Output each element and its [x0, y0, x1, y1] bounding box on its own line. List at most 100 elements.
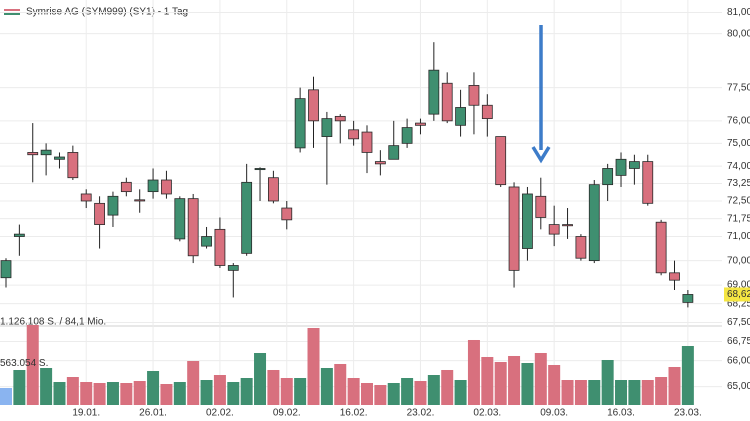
x-tick-label: 16.03.: [607, 408, 635, 419]
volume-bar: [227, 381, 240, 405]
candle-body: [241, 181, 253, 254]
candle-body: [361, 131, 373, 153]
candle-body: [13, 233, 25, 237]
y-tick-label: 69,00: [727, 280, 750, 291]
candle-body: [535, 195, 547, 218]
candle-body: [374, 161, 386, 165]
volume-bar: [360, 382, 373, 405]
volume-bar: [401, 377, 414, 405]
candle-body: [321, 118, 333, 137]
candle-body: [80, 193, 92, 202]
volume-bar: [106, 381, 119, 405]
x-tick-label: 09.03.: [540, 408, 568, 419]
volume-bar: [200, 379, 213, 405]
volume-bar: [334, 363, 347, 405]
candle-body: [201, 236, 212, 247]
y-tick-label: 77,50: [727, 82, 750, 93]
volume-bar: [40, 367, 53, 405]
volume-bar: [173, 381, 186, 405]
candle-body: [348, 129, 360, 140]
candle-body: [388, 145, 400, 160]
arrow-annotation: [531, 25, 551, 164]
candle-body: [120, 181, 132, 193]
y-tick-label: 81,00: [727, 7, 750, 18]
volume-bar: [187, 360, 200, 405]
candle-body: [441, 82, 453, 122]
volume-bar: [254, 352, 267, 405]
volume-bar: [160, 383, 173, 405]
x-tick-label: 09.02.: [273, 408, 301, 419]
y-tick-label: 67,50: [727, 317, 750, 328]
volume-bar: [0, 387, 12, 405]
volume-bar: [307, 327, 320, 405]
candle-body: [214, 228, 226, 266]
candle-body: [628, 161, 640, 169]
volume-bar: [441, 369, 454, 405]
candle-body: [401, 127, 413, 144]
candle-body: [575, 236, 587, 259]
volume-bar: [481, 356, 494, 405]
candle-body: [94, 202, 105, 225]
candle-body: [107, 195, 119, 216]
y-tick-label: 66,00: [727, 355, 750, 366]
last-price-label: 68,62: [727, 289, 750, 300]
y-tick-label: 80,00: [727, 28, 750, 39]
candle-body: [495, 136, 507, 186]
candle-body: [548, 224, 560, 235]
candle-body: [508, 186, 520, 271]
x-tick-label: 23.03.: [674, 408, 702, 419]
volume-bar: [601, 359, 614, 405]
x-tick-label: 23.02.: [407, 408, 435, 419]
candle-body: [254, 168, 266, 171]
candle-body: [147, 179, 159, 193]
candle-body: [334, 115, 346, 122]
candle-body: [67, 152, 79, 179]
x-tick-label: 19.01.: [72, 408, 100, 419]
y-tick-label: 65,00: [727, 381, 750, 392]
volume-bar: [320, 367, 333, 405]
last-price-box: [724, 287, 750, 302]
candle-body: [161, 179, 172, 195]
candle-body: [27, 152, 39, 156]
volume-bar: [641, 379, 654, 405]
y-tick-label: 71,00: [727, 231, 750, 242]
candle-body: [562, 224, 573, 227]
volume-bar: [80, 381, 93, 405]
candle-body: [40, 149, 52, 156]
volume-bar: [615, 379, 628, 405]
candle-body: [602, 168, 614, 186]
volume-bar: [628, 379, 641, 405]
volume-bar: [147, 370, 160, 405]
volume-bar: [681, 345, 694, 405]
candle-body: [615, 158, 627, 176]
candle-body: [655, 221, 667, 274]
candle-body: [682, 294, 694, 303]
candle-body: [174, 198, 186, 240]
volume-bar: [414, 380, 427, 405]
volume-bar: [240, 377, 253, 405]
y-tick-label: 75,00: [727, 138, 750, 149]
volume-bar: [347, 377, 360, 405]
y-tick-label: 68,25: [727, 298, 750, 309]
volume-bar: [120, 382, 133, 405]
candle-body: [588, 184, 600, 262]
candle-body: [468, 85, 480, 106]
volume-bar: [374, 384, 387, 405]
volume-bar: [588, 379, 601, 405]
volume-bar: [26, 324, 39, 405]
volume-bar: [93, 382, 106, 405]
volume-bar: [427, 374, 440, 405]
x-tick-label: 26.01.: [139, 408, 167, 419]
volume-tick-label: 563.054 S.: [0, 358, 48, 369]
candle-body: [415, 122, 426, 126]
y-tick-label: 72,50: [727, 196, 750, 207]
y-tick-label: 71,75: [727, 213, 750, 224]
volume-bar: [133, 380, 146, 405]
candle-body: [134, 199, 146, 202]
candle-body: [187, 198, 199, 257]
candle-body: [642, 161, 654, 204]
y-tick-label: 74,00: [727, 161, 750, 172]
volume-bar: [668, 366, 681, 405]
volume-bar: [521, 362, 534, 405]
